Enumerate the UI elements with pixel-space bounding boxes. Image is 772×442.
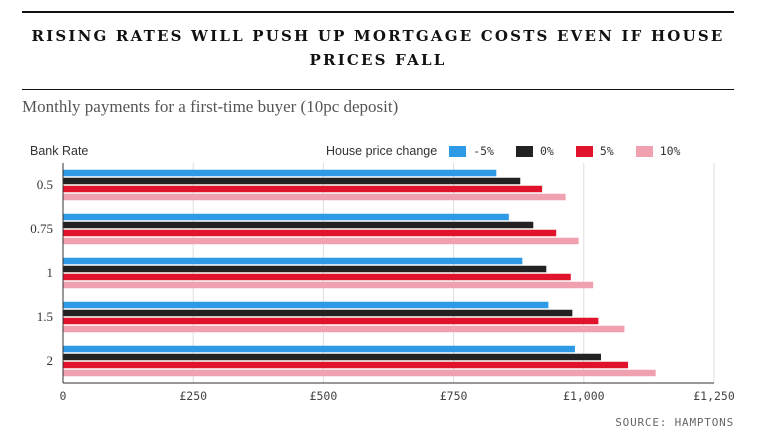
legend-swatch-minus5 <box>449 145 467 157</box>
bar <box>63 309 573 317</box>
legend-item-plus10: 10% <box>635 144 681 158</box>
bar <box>63 301 549 309</box>
legend-label-zero: 0% <box>539 144 554 158</box>
legend: House price change -5% 0% 5% 10% <box>326 144 680 158</box>
y-tick-label: 2 <box>47 353 54 368</box>
legend-item-plus5: 5% <box>575 144 614 158</box>
bar <box>63 237 579 245</box>
bar <box>63 193 566 201</box>
x-tick-label: £750 <box>440 389 468 403</box>
legend-item-zero: 0% <box>515 144 554 158</box>
x-tick-label: £1,000 <box>563 389 605 403</box>
x-tick-label: 0 <box>60 389 67 403</box>
bar <box>63 169 497 177</box>
chart-subtitle: Monthly payments for a first-time buyer … <box>22 97 399 116</box>
legend-label-plus10: 10% <box>659 144 681 158</box>
chart-title: RISING RATES WILL PUSH UP MORTGAGE COSTS… <box>31 27 725 69</box>
bar <box>63 229 557 237</box>
bar <box>63 257 523 265</box>
x-tick-label: £250 <box>179 389 207 403</box>
legend-item-minus5: -5% <box>449 144 494 158</box>
bar <box>63 177 521 185</box>
bar <box>63 265 547 273</box>
top-rule <box>22 11 734 13</box>
bar <box>63 221 534 229</box>
x-tick-label: £500 <box>310 389 338 403</box>
legend-title: House price change <box>326 144 438 158</box>
source-note: SOURCE: HAMPTONS <box>615 416 734 429</box>
y-axis-label: Bank Rate <box>30 144 89 158</box>
legend-label-plus5: 5% <box>599 144 614 158</box>
bar <box>63 353 601 361</box>
bar <box>63 361 629 369</box>
legend-label-minus5: -5% <box>473 144 494 158</box>
y-tick-label: 1 <box>47 265 54 280</box>
x-tick-label: £1,250 <box>693 389 735 403</box>
y-tick-label: 0.5 <box>37 177 53 192</box>
legend-swatch-plus5 <box>575 145 593 157</box>
legend-swatch-plus10 <box>635 145 653 157</box>
bar <box>63 281 594 289</box>
title-rule <box>22 89 734 90</box>
bar <box>63 345 575 353</box>
y-tick-label: 1.5 <box>37 309 53 324</box>
bar <box>63 325 625 333</box>
bar <box>63 273 571 281</box>
bar <box>63 213 509 221</box>
bar <box>63 185 543 193</box>
legend-swatch-zero <box>515 145 533 157</box>
y-tick-label: 0.75 <box>30 221 53 236</box>
bar <box>63 369 656 377</box>
bar <box>63 317 599 325</box>
